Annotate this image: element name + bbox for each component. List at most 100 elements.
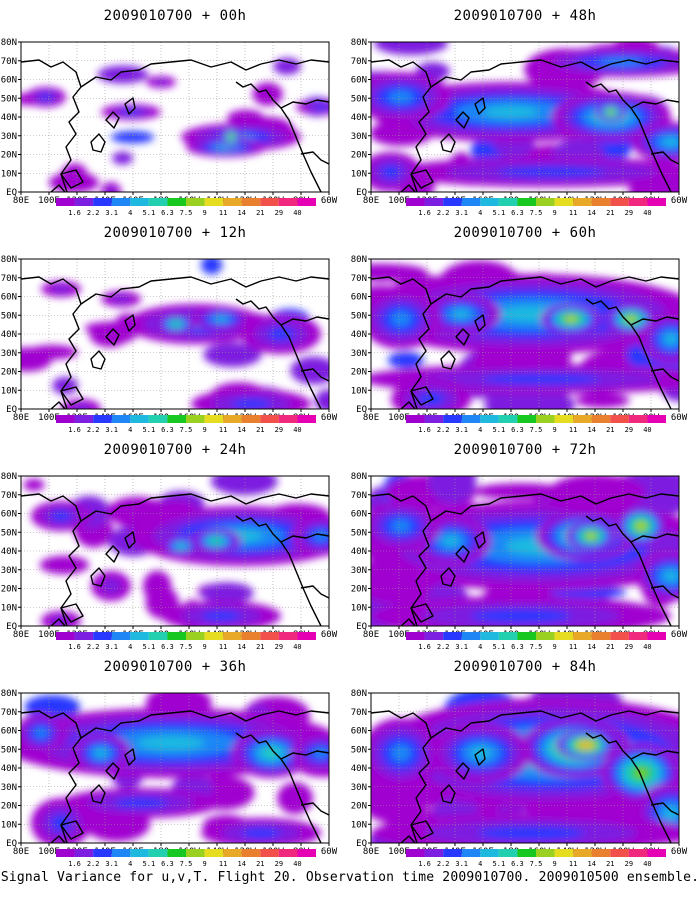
y-tick-label: 20N xyxy=(1,585,17,595)
map-area: 80E100E120E140E160E180160W140W120W100W80… xyxy=(1,689,338,857)
graticule xyxy=(371,259,679,409)
y-tick-label: 30N xyxy=(351,566,367,576)
colorbar-swatch xyxy=(517,849,536,857)
panel-12h: 2009010700 + 12h 80E100E120E140E160E1801… xyxy=(0,217,350,434)
colorbar-swatch xyxy=(536,415,555,423)
x-tick-label: 100E xyxy=(388,413,410,423)
colorbar-swatch xyxy=(186,849,205,857)
variance-patch xyxy=(23,478,45,491)
colorbar-swatch xyxy=(591,415,611,423)
colorbar-swatch xyxy=(406,198,425,206)
colorbar-swatch xyxy=(647,849,666,857)
coast-path xyxy=(410,386,434,406)
colorbar-level-label: 2.2 xyxy=(87,860,100,868)
colorbar-swatch xyxy=(554,849,574,857)
colorbar: 1.6 2.2 3.1 4 5.1 6.3 7.5 9 11 14 21 29 40 xyxy=(406,849,666,868)
x-tick-label: 80E xyxy=(363,196,379,206)
colorbar-level-label: 7.5 xyxy=(180,643,193,651)
colorbar-swatch xyxy=(297,198,316,206)
coast-path xyxy=(60,386,84,406)
colorbar-level-label: 9 xyxy=(552,643,556,651)
coast-path xyxy=(455,111,470,129)
colorbar-swatch xyxy=(278,632,298,640)
graticule xyxy=(21,259,329,409)
y-tick-label: 80N xyxy=(351,255,367,265)
coast-path xyxy=(300,151,329,165)
colorbar-swatch xyxy=(56,415,75,423)
panel-title: 2009010700 + 36h xyxy=(103,659,247,675)
colorbar-swatch xyxy=(573,849,592,857)
panel-title: 2009010700 + 48h xyxy=(453,8,597,24)
y-tick-label: 20N xyxy=(351,368,367,378)
variance-patch xyxy=(24,695,81,720)
colorbar-level-label: 40 xyxy=(643,426,651,434)
colorbar-swatch xyxy=(297,415,316,423)
variance-patch xyxy=(374,42,449,56)
colorbar-swatch xyxy=(297,632,316,640)
y-tick-label: 40N xyxy=(351,113,367,123)
variance-contour xyxy=(267,327,295,341)
y-tick-label: EQ xyxy=(356,839,367,849)
y-tick-label: 30N xyxy=(351,783,367,793)
panel-svg: 80E100E120E140E160E180160W140W120W100W80… xyxy=(1,472,338,651)
x-tick-label: 80E xyxy=(13,413,29,423)
colorbar-level-label: 14 xyxy=(587,643,595,651)
colorbar-level-label: 5.1 xyxy=(143,860,156,868)
colorbar-level-label: 11 xyxy=(219,209,227,217)
colorbar-level-label: 9 xyxy=(202,860,206,868)
colorbar-level-label: 14 xyxy=(237,209,245,217)
colorbar-level-label: 21 xyxy=(256,209,264,217)
variance-patch xyxy=(111,130,155,144)
variance-contour xyxy=(497,167,605,177)
variance-contour xyxy=(241,828,281,838)
colorbar-level-label: 7.5 xyxy=(180,426,193,434)
coast-path xyxy=(260,493,329,499)
coast-path xyxy=(650,151,679,165)
coast-path xyxy=(80,710,262,739)
y-tick-label: 70N xyxy=(1,491,17,501)
coast-path xyxy=(650,368,679,382)
coast-path xyxy=(300,802,329,816)
colorbar-level-label: 4 xyxy=(128,860,132,868)
colorbar-level-label: 40 xyxy=(643,209,651,217)
colorbar-swatch xyxy=(204,198,224,206)
variance-contour xyxy=(177,544,185,548)
variance-field xyxy=(21,693,329,843)
variance-contour xyxy=(583,743,589,747)
coast-path xyxy=(105,762,120,780)
panel-title: 2009010700 + 60h xyxy=(453,225,597,241)
variance-contour xyxy=(664,571,678,581)
y-tick-label: 40N xyxy=(351,764,367,774)
variance-contour xyxy=(588,534,594,538)
variance-contour xyxy=(312,104,329,110)
colorbar-level-label: 4 xyxy=(478,643,482,651)
colorbar-level-label: 5.1 xyxy=(493,426,506,434)
coast-path xyxy=(260,59,329,65)
colorbar: 1.6 2.2 3.1 4 5.1 6.3 7.5 9 11 14 21 29 40 xyxy=(406,198,666,217)
colorbar-swatch xyxy=(74,849,94,857)
graticule xyxy=(21,476,329,626)
colorbar-level-label: 5.1 xyxy=(493,860,506,868)
colorbar-swatch xyxy=(480,632,499,640)
coast-path xyxy=(650,802,679,816)
panel-svg: 80E100E120E140E160E180160W140W120W100W80… xyxy=(351,38,688,217)
variance-patch xyxy=(97,65,149,84)
coastline xyxy=(21,59,329,192)
colorbar-level-label: 1.6 xyxy=(68,209,81,217)
coast-path xyxy=(430,59,612,88)
colorbar-swatch xyxy=(628,849,648,857)
panel-title: 2009010700 + 84h xyxy=(453,659,597,675)
y-tick-label: 40N xyxy=(1,764,17,774)
colorbar-level-label: 21 xyxy=(606,426,614,434)
coast-path xyxy=(371,59,432,192)
colorbar-swatch xyxy=(554,198,574,206)
variance-contour xyxy=(477,826,585,840)
colorbar-level-label: 1.6 xyxy=(68,426,81,434)
coast-path xyxy=(650,585,679,599)
graticule xyxy=(371,42,679,192)
colorbar-level-label: 4 xyxy=(128,426,132,434)
colorbar: 1.6 2.2 3.1 4 5.1 6.3 7.5 9 11 14 21 29 40 xyxy=(56,415,316,434)
variance-contour xyxy=(381,165,401,179)
y-tick-label: 60N xyxy=(351,727,367,737)
coast-path xyxy=(430,493,612,522)
